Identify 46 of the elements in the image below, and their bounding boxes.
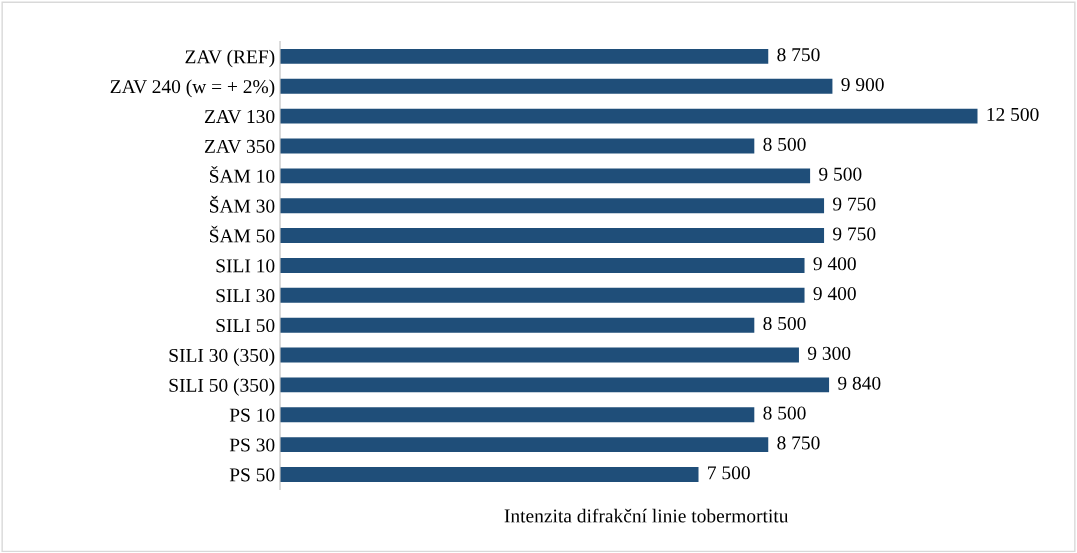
bar <box>280 257 805 273</box>
y-tick-label: ZAV 130 <box>204 109 275 124</box>
data-label: 9 900 <box>841 78 884 92</box>
y-tick-label: SILI 10 <box>216 259 275 273</box>
bar <box>280 407 755 423</box>
bar <box>280 108 978 124</box>
bar <box>280 138 755 154</box>
bar <box>280 168 811 184</box>
y-tick-label: ŠAM 10 <box>210 165 275 183</box>
y-tick-label: ZAV 240 (w = + 2%) <box>110 79 275 98</box>
y-tick-label: PS 30 <box>229 438 275 452</box>
data-label: 8 500 <box>763 406 806 420</box>
y-tick-label: SILI 30 (350) <box>169 348 275 366</box>
bar <box>280 48 769 64</box>
data-label: 8 750 <box>777 48 820 62</box>
data-label: 9 500 <box>819 167 862 181</box>
bar <box>280 228 825 244</box>
data-label: 9 400 <box>813 287 856 301</box>
bar <box>280 78 833 94</box>
y-tick-label: SILI 30 <box>216 289 275 303</box>
y-tick-label: PS 50 <box>229 468 275 482</box>
y-tick-label: ŠAM 30 <box>210 195 275 213</box>
bar <box>280 287 805 303</box>
data-label: 9 750 <box>833 227 876 241</box>
bar <box>280 437 769 453</box>
y-tick-label: ZAV 350 <box>204 139 275 154</box>
bar <box>280 377 830 393</box>
data-label: 8 750 <box>777 436 820 450</box>
data-label: 9 300 <box>807 346 851 360</box>
bar <box>280 198 825 214</box>
bar <box>280 467 699 482</box>
x-axis-title: Intenzita difrakční linie tobermortitu <box>504 508 789 523</box>
data-label: 8 500 <box>763 316 806 331</box>
data-label: 9 400 <box>813 257 856 271</box>
y-tick-label: ZAV (REF) <box>185 49 275 68</box>
bar <box>280 317 755 333</box>
y-tick-label: ŠAM 50 <box>210 225 275 243</box>
y-tick-label: SILI 50 (350) <box>169 378 275 396</box>
y-tick-label: PS 10 <box>229 408 275 422</box>
y-tick-label: SILI 50 <box>216 318 275 333</box>
bar <box>280 347 799 363</box>
data-label: 7 500 <box>708 466 750 480</box>
data-label: 12 500 <box>987 107 1039 121</box>
data-label: 9 840 <box>838 376 881 390</box>
data-label: 8 500 <box>763 137 806 151</box>
data-label: 9 750 <box>833 197 876 211</box>
